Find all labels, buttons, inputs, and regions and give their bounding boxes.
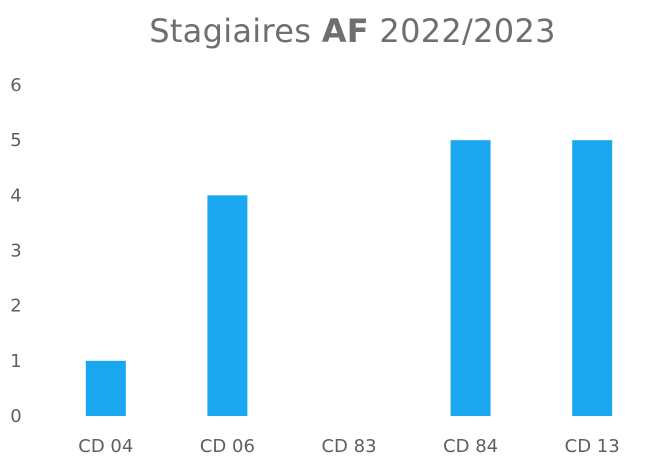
bar-cd-06 <box>207 195 248 416</box>
y-axis-ticks: 0 1 2 3 4 5 6 <box>10 75 21 427</box>
y-tick-label: 3 <box>10 241 21 262</box>
bars <box>85 140 613 416</box>
x-tick-label: CD 06 <box>200 436 255 457</box>
y-tick-label: 0 <box>10 406 21 427</box>
x-tick-label: CD 84 <box>443 436 498 457</box>
bar-cd-13 <box>572 140 613 416</box>
x-tick-label: CD 04 <box>78 436 133 457</box>
chart-title: Stagiaires AF 2022/2023 <box>0 12 653 50</box>
x-tick-label: CD 13 <box>565 436 620 457</box>
y-tick-label: 2 <box>10 296 21 317</box>
x-axis-ticks: CD 04 CD 06 CD 83 CD 84 CD 13 <box>78 436 619 457</box>
bar-cd-04 <box>85 360 126 416</box>
y-tick-label: 6 <box>10 75 21 96</box>
x-tick-label: CD 83 <box>321 436 376 457</box>
chart-title-prefix: Stagiaires <box>149 12 312 50</box>
chart-title-suffix: 2022/2023 <box>379 12 556 50</box>
y-tick-label: 1 <box>10 351 21 372</box>
bar-cd-84 <box>450 140 491 416</box>
y-tick-label: 5 <box>10 130 21 151</box>
chart-title-bold: AF <box>321 12 369 50</box>
y-tick-label: 4 <box>10 185 21 206</box>
